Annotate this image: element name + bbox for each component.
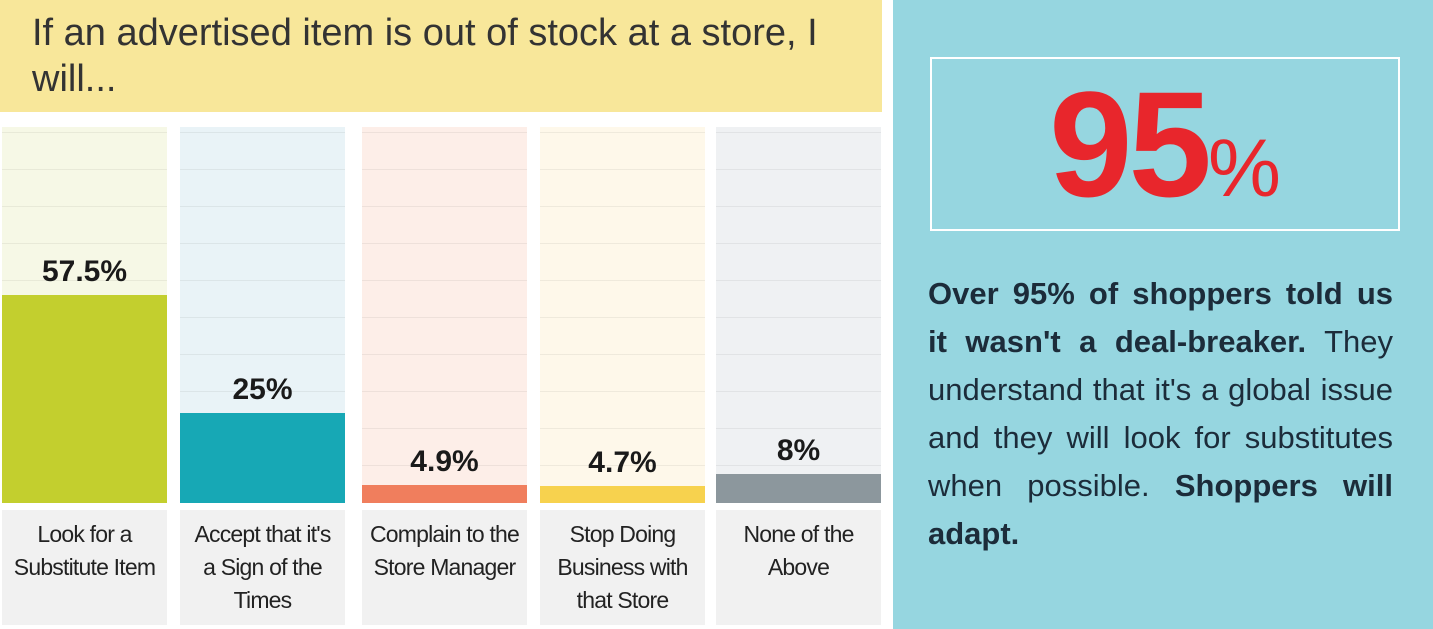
column-background [716, 127, 881, 503]
title-banner [0, 0, 882, 112]
category-label: Accept that it's a Sign of the Times [194, 521, 331, 613]
category-label: Stop Doing Business with that Store [557, 521, 688, 613]
value-label: 4.7% [588, 445, 657, 479]
text-middle: They understand that it's a global issue… [928, 324, 1393, 503]
category-box: None of the Above [716, 510, 881, 625]
value-label: 57.5% [41, 254, 128, 288]
value-label: 4.9% [410, 445, 479, 479]
bar [716, 474, 881, 503]
category-box: Complain to the Store Manager [362, 510, 527, 625]
category-box: Accept that it's a Sign of the Times [180, 510, 345, 625]
column-background [540, 127, 705, 503]
category-box: Look for a Substitute Item [2, 510, 167, 625]
category-label: Complain to the Store Manager [369, 521, 520, 580]
side-panel [893, 0, 1433, 629]
bar [540, 485, 705, 503]
chart-title: If an advertised item is out of stock at… [32, 12, 818, 100]
value-label: 25% [232, 372, 293, 406]
callout-number: 95 [1049, 60, 1212, 228]
bar [2, 294, 167, 503]
callout-box [930, 57, 1400, 231]
callout-unit: % [1207, 123, 1281, 214]
callout-text: Over 95% of shoppers told us it wasn't a… [928, 270, 1393, 558]
category-label: Look for a Substitute Item [13, 521, 156, 580]
text-close: Shoppers will adapt. [928, 468, 1393, 551]
text-lead: Over 95% of shoppers told us it wasn't a… [928, 276, 1393, 359]
column-background [362, 127, 527, 503]
category-label: None of the Above [743, 521, 854, 580]
category-box: Stop Doing Business with that Store [540, 510, 705, 625]
callout: 95% [930, 57, 1400, 231]
bar [180, 412, 345, 503]
bar [362, 485, 527, 503]
value-label: 8% [776, 434, 821, 468]
